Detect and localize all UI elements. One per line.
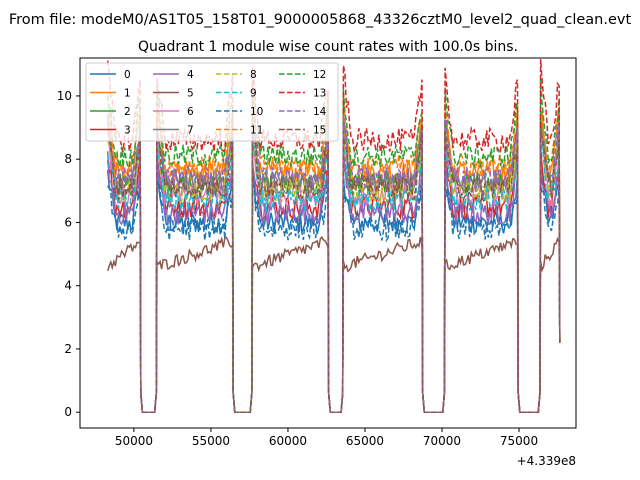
x-tick-label: 65000: [346, 434, 384, 448]
y-tick-label: 8: [64, 152, 72, 166]
legend-label-12: 12: [313, 69, 326, 81]
series-line-15: [107, 124, 561, 413]
y-tick-label: 6: [64, 215, 72, 229]
legend-box: [85, 62, 339, 142]
axis-ticks: 50000 55000 60000 65000 70000 75000 0 2 4 6 8 10: [57, 89, 538, 448]
x-tick-label: 55000: [192, 434, 230, 448]
legend-label-10: 10: [250, 106, 263, 118]
legend-label-14: 14: [313, 106, 327, 118]
x-tick-label: 50000: [115, 434, 153, 448]
legend-label-8: 8: [250, 69, 257, 81]
y-tick-label: 0: [64, 405, 72, 419]
x-offset-label: +4.339e8: [517, 454, 576, 468]
x-tick-label: 70000: [423, 434, 461, 448]
legend-label-15: 15: [313, 125, 326, 137]
legend-label-3: 3: [124, 125, 131, 137]
series-line-5: [106, 235, 561, 413]
x-tick-label: 60000: [269, 434, 307, 448]
series-line-8: [106, 124, 561, 413]
legend-label-11: 11: [250, 125, 263, 137]
series-line-9: [106, 137, 561, 413]
legend-label-1: 1: [124, 88, 131, 100]
plot-frame: [79, 57, 577, 429]
y-tick-label: 4: [64, 279, 72, 293]
series-line-10: [107, 170, 561, 413]
legend-label-13: 13: [313, 88, 326, 100]
series-line-11: [106, 91, 561, 413]
legend-label-7: 7: [187, 125, 194, 137]
legend-label-0: 0: [124, 69, 131, 81]
y-tick-label: 2: [64, 342, 72, 356]
x-tick-label: 75000: [500, 434, 538, 448]
legend-label-4: 4: [187, 69, 194, 81]
legend-label-5: 5: [187, 88, 194, 100]
file-title: From file: modeM0/AS1T05_158T01_90000058…: [9, 12, 632, 28]
legend-label-6: 6: [187, 106, 194, 118]
legend-label-9: 9: [250, 88, 257, 100]
legend-label-2: 2: [124, 106, 131, 118]
chart-subtitle: Quadrant 1 module wise count rates with …: [138, 39, 518, 55]
y-tick-label: 10: [57, 89, 72, 103]
